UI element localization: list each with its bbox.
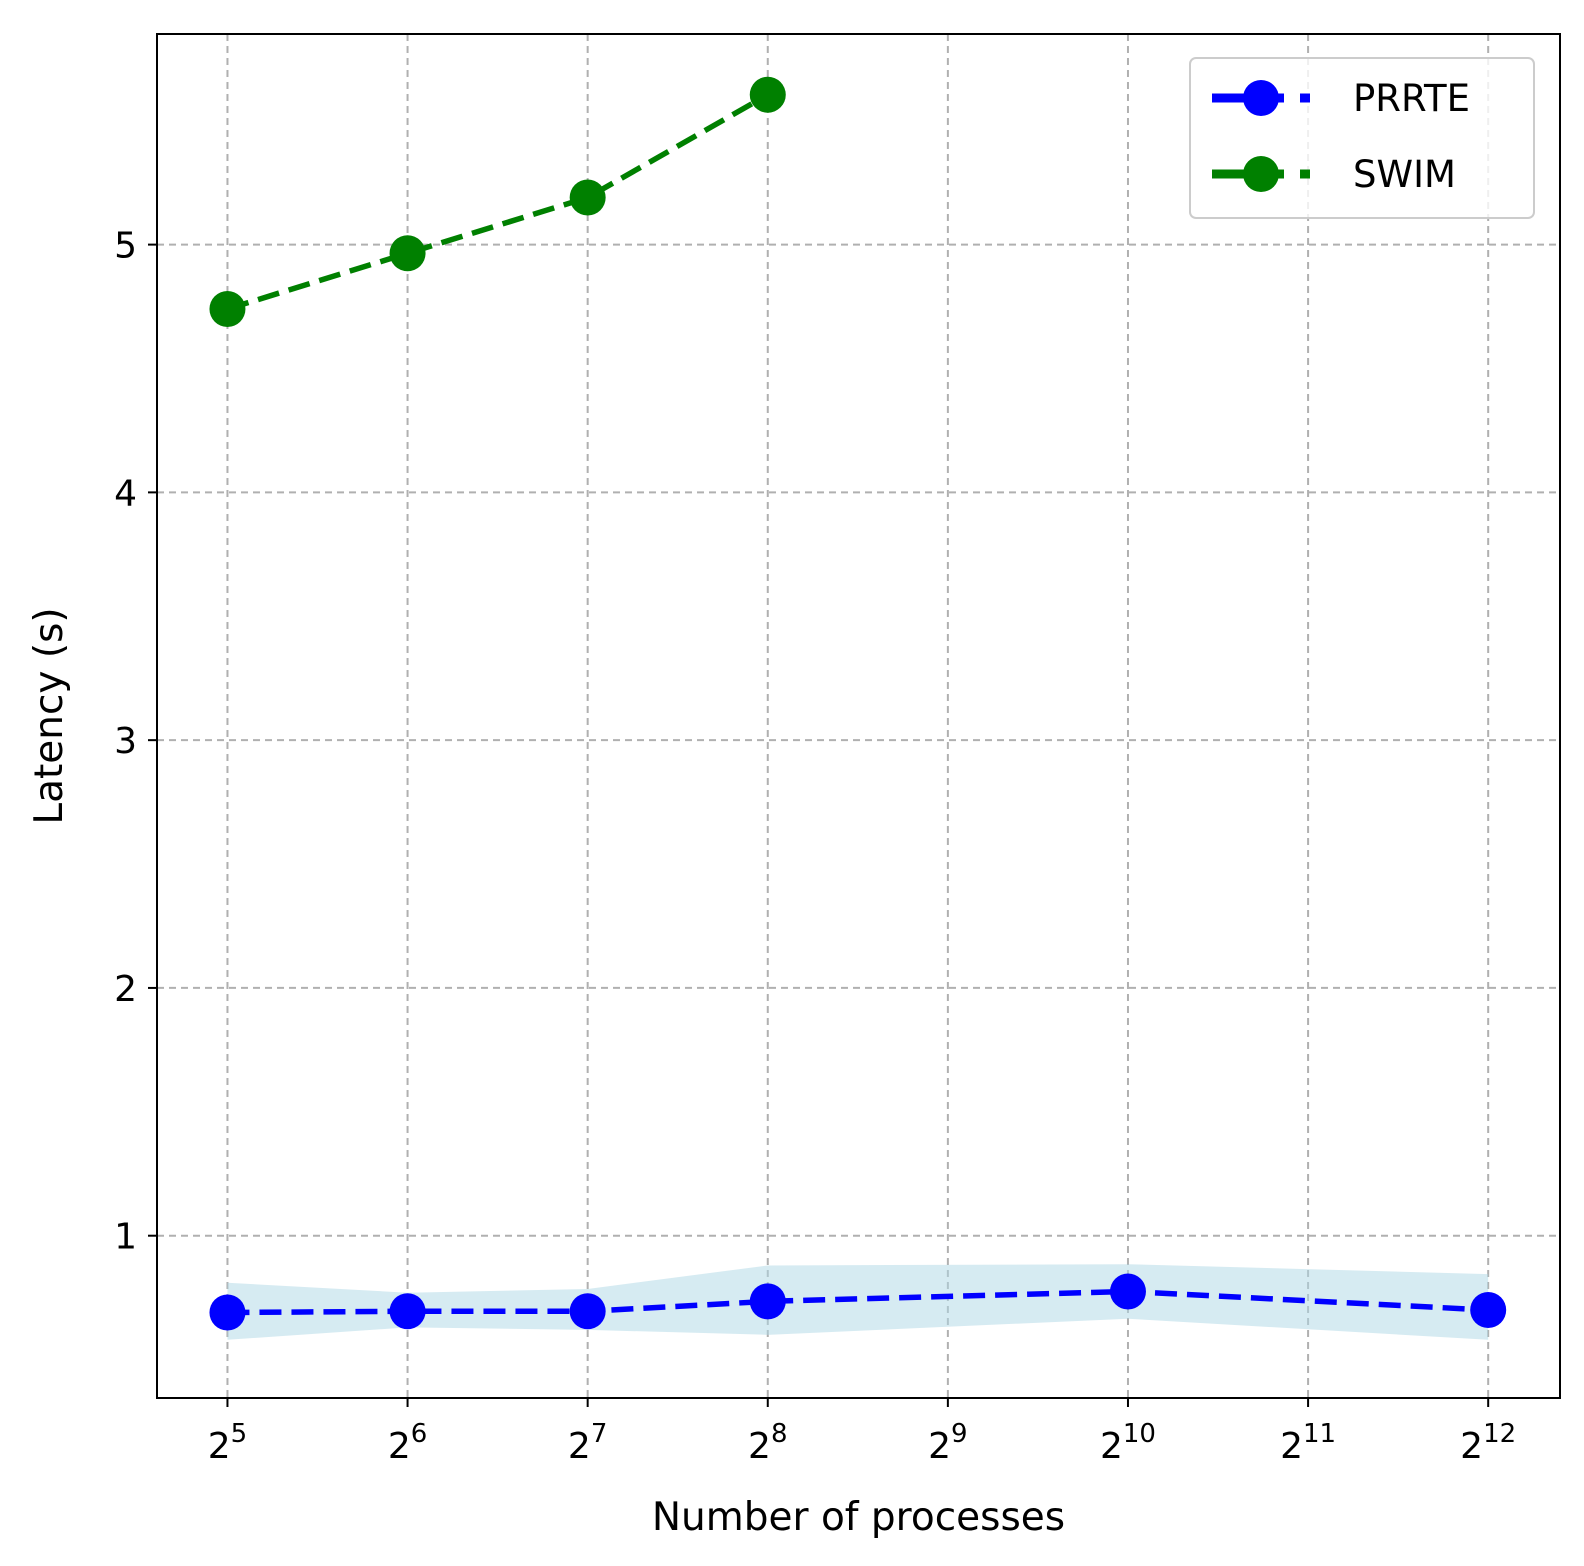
data-point-swim [389,235,426,272]
x-tick-base: 2 [388,1426,411,1467]
data-point-prrte [749,1283,786,1320]
x-tick-label: 210 [1100,1419,1156,1467]
y-axis-ticks: 1 2 3 4 5 [114,226,157,1258]
x-tick-base: 2 [1100,1426,1123,1467]
x-tick-base: 2 [568,1426,591,1467]
legend-marker [1243,156,1279,192]
x-tick-base: 2 [1460,1426,1483,1467]
y-axis-label: Latency (s) [27,607,72,824]
series-line-swim [226,92,770,312]
x-tick-exponent: 8 [771,1419,788,1449]
data-point-swim [569,179,606,216]
grid [157,34,1560,1398]
confidence-bands [227,1264,1489,1340]
x-tick-exponent: 10 [1123,1419,1156,1449]
legend-label: SWIM [1353,153,1456,196]
y-tick-label: 2 [114,969,137,1010]
series-line-prrte [227,1288,1489,1316]
data-point-swim [749,76,786,113]
x-tick-label: 26 [388,1419,427,1467]
x-tick-label: 211 [1280,1419,1336,1467]
data-point-prrte [569,1293,606,1330]
plot-frame [156,33,1561,1399]
series-lines [226,92,1489,1316]
legend-marker [1243,80,1279,116]
y-tick-label: 5 [114,226,137,267]
x-tick-label: 25 [208,1419,247,1467]
x-tick-base: 2 [1280,1426,1303,1467]
x-tick-base: 2 [928,1426,951,1467]
x-tick-label: 27 [568,1419,607,1467]
x-axis-label: Number of processes [652,1495,1065,1540]
data-point-swim [209,291,246,328]
data-point-prrte [1470,1292,1507,1329]
x-tick-exponent: 11 [1303,1419,1336,1449]
x-tick-exponent: 9 [951,1419,968,1449]
x-tick-exponent: 5 [231,1419,248,1449]
legend-entry-swim: SWIM [1212,153,1456,196]
x-tick-label: 28 [748,1419,787,1467]
x-tick-exponent: 6 [411,1419,428,1449]
data-point-prrte [1109,1273,1146,1310]
x-axis-ticks: 25 26 27 28 29 210 211 212 [208,1398,1516,1467]
legend-label: PRRTE [1353,77,1470,120]
confidence-band-prrte [227,1264,1489,1340]
y-tick-label: 1 [114,1217,137,1258]
x-tick-base: 2 [748,1426,771,1467]
x-tick-label: 212 [1460,1419,1516,1467]
y-tick-label: 4 [114,473,137,514]
x-tick-base: 2 [208,1426,231,1467]
series-markers [209,76,1507,1331]
x-tick-exponent: 7 [591,1419,608,1449]
x-tick-label: 29 [928,1419,967,1467]
x-tick-exponent: 12 [1483,1419,1516,1449]
legend: PRRTE SWIM [1189,57,1535,219]
y-tick-label: 3 [114,721,137,762]
data-point-prrte [209,1294,246,1331]
data-point-prrte [389,1293,426,1330]
legend-entry-prrte: PRRTE [1212,77,1470,120]
